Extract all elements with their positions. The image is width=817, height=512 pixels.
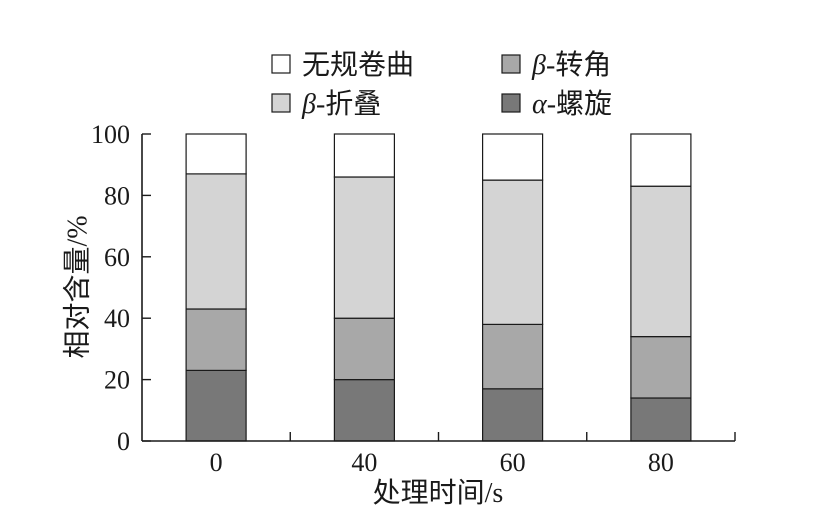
y-tick-label: 20 <box>104 366 130 395</box>
legend-item: β-折叠 <box>271 88 381 120</box>
bar-alpha-helix-40 <box>333 379 395 442</box>
bar-beta-turn-0 <box>185 308 247 372</box>
bar-alpha-helix-60 <box>482 388 544 442</box>
x-axis-label: 处理时间/s <box>373 477 504 509</box>
bar-random-coil-0 <box>185 133 247 175</box>
y-tick-label: 60 <box>104 243 130 272</box>
bar-alpha-helix-80 <box>630 397 692 442</box>
y-axis-label: 相对含量/% <box>62 215 94 358</box>
bar-beta-sheet-80 <box>630 185 692 338</box>
legend: α-螺旋 β-转角 β-折叠 无规卷曲 <box>271 49 612 120</box>
legend-label: β-折叠 <box>301 88 381 120</box>
legend-label: α-螺旋 <box>532 88 612 120</box>
legend-item: 无规卷曲 <box>271 49 414 81</box>
bars <box>185 133 692 442</box>
legend-swatch <box>271 54 291 74</box>
x-axis-ticks: 0 40 60 80 <box>210 432 736 477</box>
bar-beta-sheet-60 <box>482 179 544 326</box>
bar-beta-sheet-40 <box>333 176 395 319</box>
y-axis-ticks: 0 20 40 60 80 100 <box>91 120 151 456</box>
bar-beta-sheet-0 <box>185 173 247 310</box>
x-tick-label: 80 <box>648 448 674 477</box>
x-tick-label: 0 <box>210 448 223 477</box>
bar-random-coil-60 <box>482 133 544 181</box>
legend-label: 无规卷曲 <box>302 49 414 81</box>
y-tick-label: 80 <box>104 181 130 210</box>
bar-random-coil-40 <box>333 133 395 178</box>
x-tick-label: 60 <box>500 448 526 477</box>
legend-swatch <box>501 93 521 113</box>
y-tick-label: 100 <box>91 120 130 149</box>
bar-beta-turn-40 <box>333 317 395 381</box>
legend-item: β-转角 <box>501 49 611 81</box>
bar-alpha-helix-0 <box>185 369 247 442</box>
legend-swatch <box>501 54 521 74</box>
bar-beta-turn-80 <box>630 336 692 399</box>
legend-item: α-螺旋 <box>501 88 612 120</box>
y-tick-label: 0 <box>117 427 130 456</box>
legend-swatch <box>271 93 291 113</box>
x-tick-label: 40 <box>351 448 377 477</box>
bar-random-coil-80 <box>630 133 692 187</box>
y-tick-label: 40 <box>104 304 130 333</box>
bar-beta-turn-60 <box>482 323 544 390</box>
legend-label: β-转角 <box>531 49 611 81</box>
